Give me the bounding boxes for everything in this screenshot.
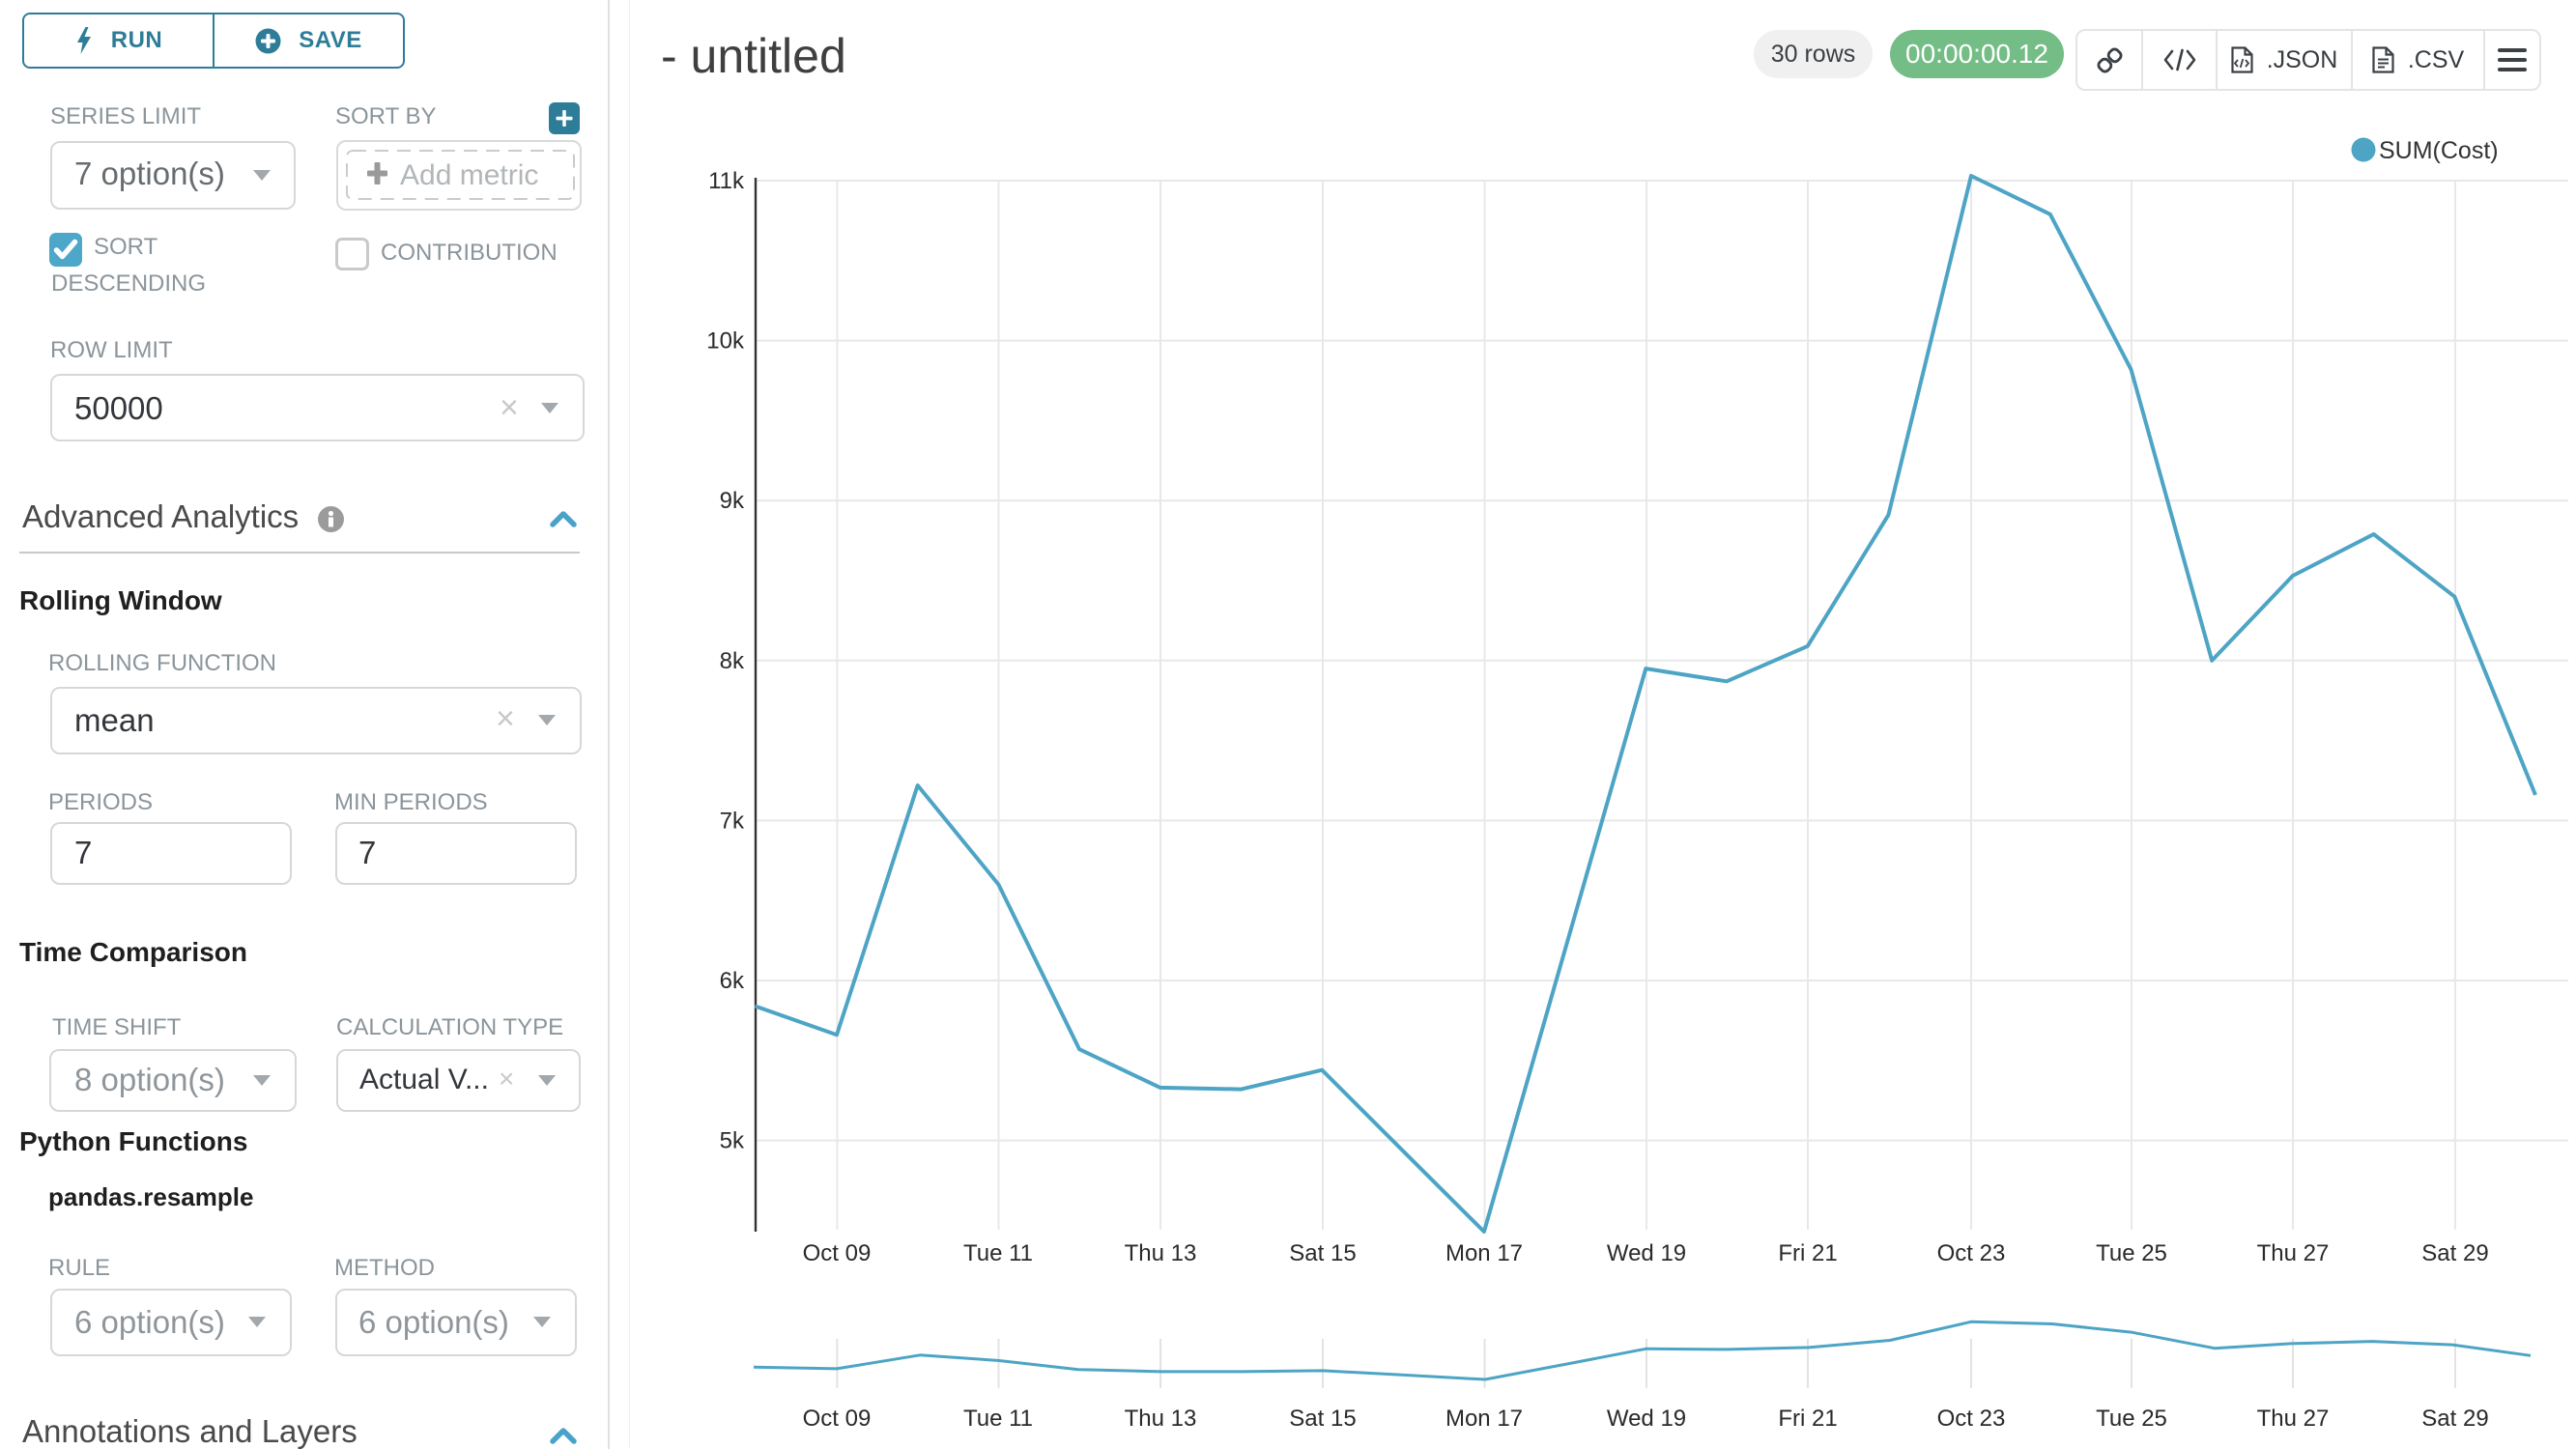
svg-text:10k: 10k xyxy=(706,328,745,355)
svg-text:Tue 25: Tue 25 xyxy=(2096,1406,2167,1432)
svg-text:Thu 13: Thu 13 xyxy=(1125,1240,1197,1266)
svg-text:9k: 9k xyxy=(720,488,745,514)
svg-text:Oct 09: Oct 09 xyxy=(803,1240,872,1266)
svg-text:8k: 8k xyxy=(720,648,745,674)
svg-text:Thu 27: Thu 27 xyxy=(2257,1240,2330,1266)
svg-text:Thu 27: Thu 27 xyxy=(2257,1406,2330,1432)
svg-text:Tue 11: Tue 11 xyxy=(963,1240,1033,1266)
svg-text:Sat 29: Sat 29 xyxy=(2421,1406,2488,1432)
svg-text:Oct 23: Oct 23 xyxy=(1937,1406,2006,1432)
svg-text:Mon 17: Mon 17 xyxy=(1445,1406,1523,1432)
svg-text:Oct 23: Oct 23 xyxy=(1937,1240,2006,1266)
svg-text:Wed 19: Wed 19 xyxy=(1607,1240,1686,1266)
svg-text:Wed 19: Wed 19 xyxy=(1607,1406,1686,1432)
svg-text:Tue 11: Tue 11 xyxy=(963,1406,1033,1432)
svg-text:Thu 13: Thu 13 xyxy=(1125,1406,1197,1432)
svg-text:Oct 09: Oct 09 xyxy=(803,1406,872,1432)
svg-text:11k: 11k xyxy=(708,168,745,194)
svg-text:6k: 6k xyxy=(720,968,745,994)
svg-text:Sat 15: Sat 15 xyxy=(1289,1406,1356,1432)
svg-text:7k: 7k xyxy=(720,808,745,834)
svg-text:Fri 21: Fri 21 xyxy=(1778,1406,1837,1432)
svg-text:Sat 15: Sat 15 xyxy=(1289,1240,1356,1266)
svg-text:5k: 5k xyxy=(720,1128,745,1154)
svg-text:Sat 29: Sat 29 xyxy=(2421,1240,2488,1266)
svg-text:SUM(Cost): SUM(Cost) xyxy=(2379,137,2499,164)
svg-text:Fri 21: Fri 21 xyxy=(1778,1240,1837,1266)
svg-text:Mon 17: Mon 17 xyxy=(1445,1240,1523,1266)
svg-text:Tue 25: Tue 25 xyxy=(2096,1240,2167,1266)
